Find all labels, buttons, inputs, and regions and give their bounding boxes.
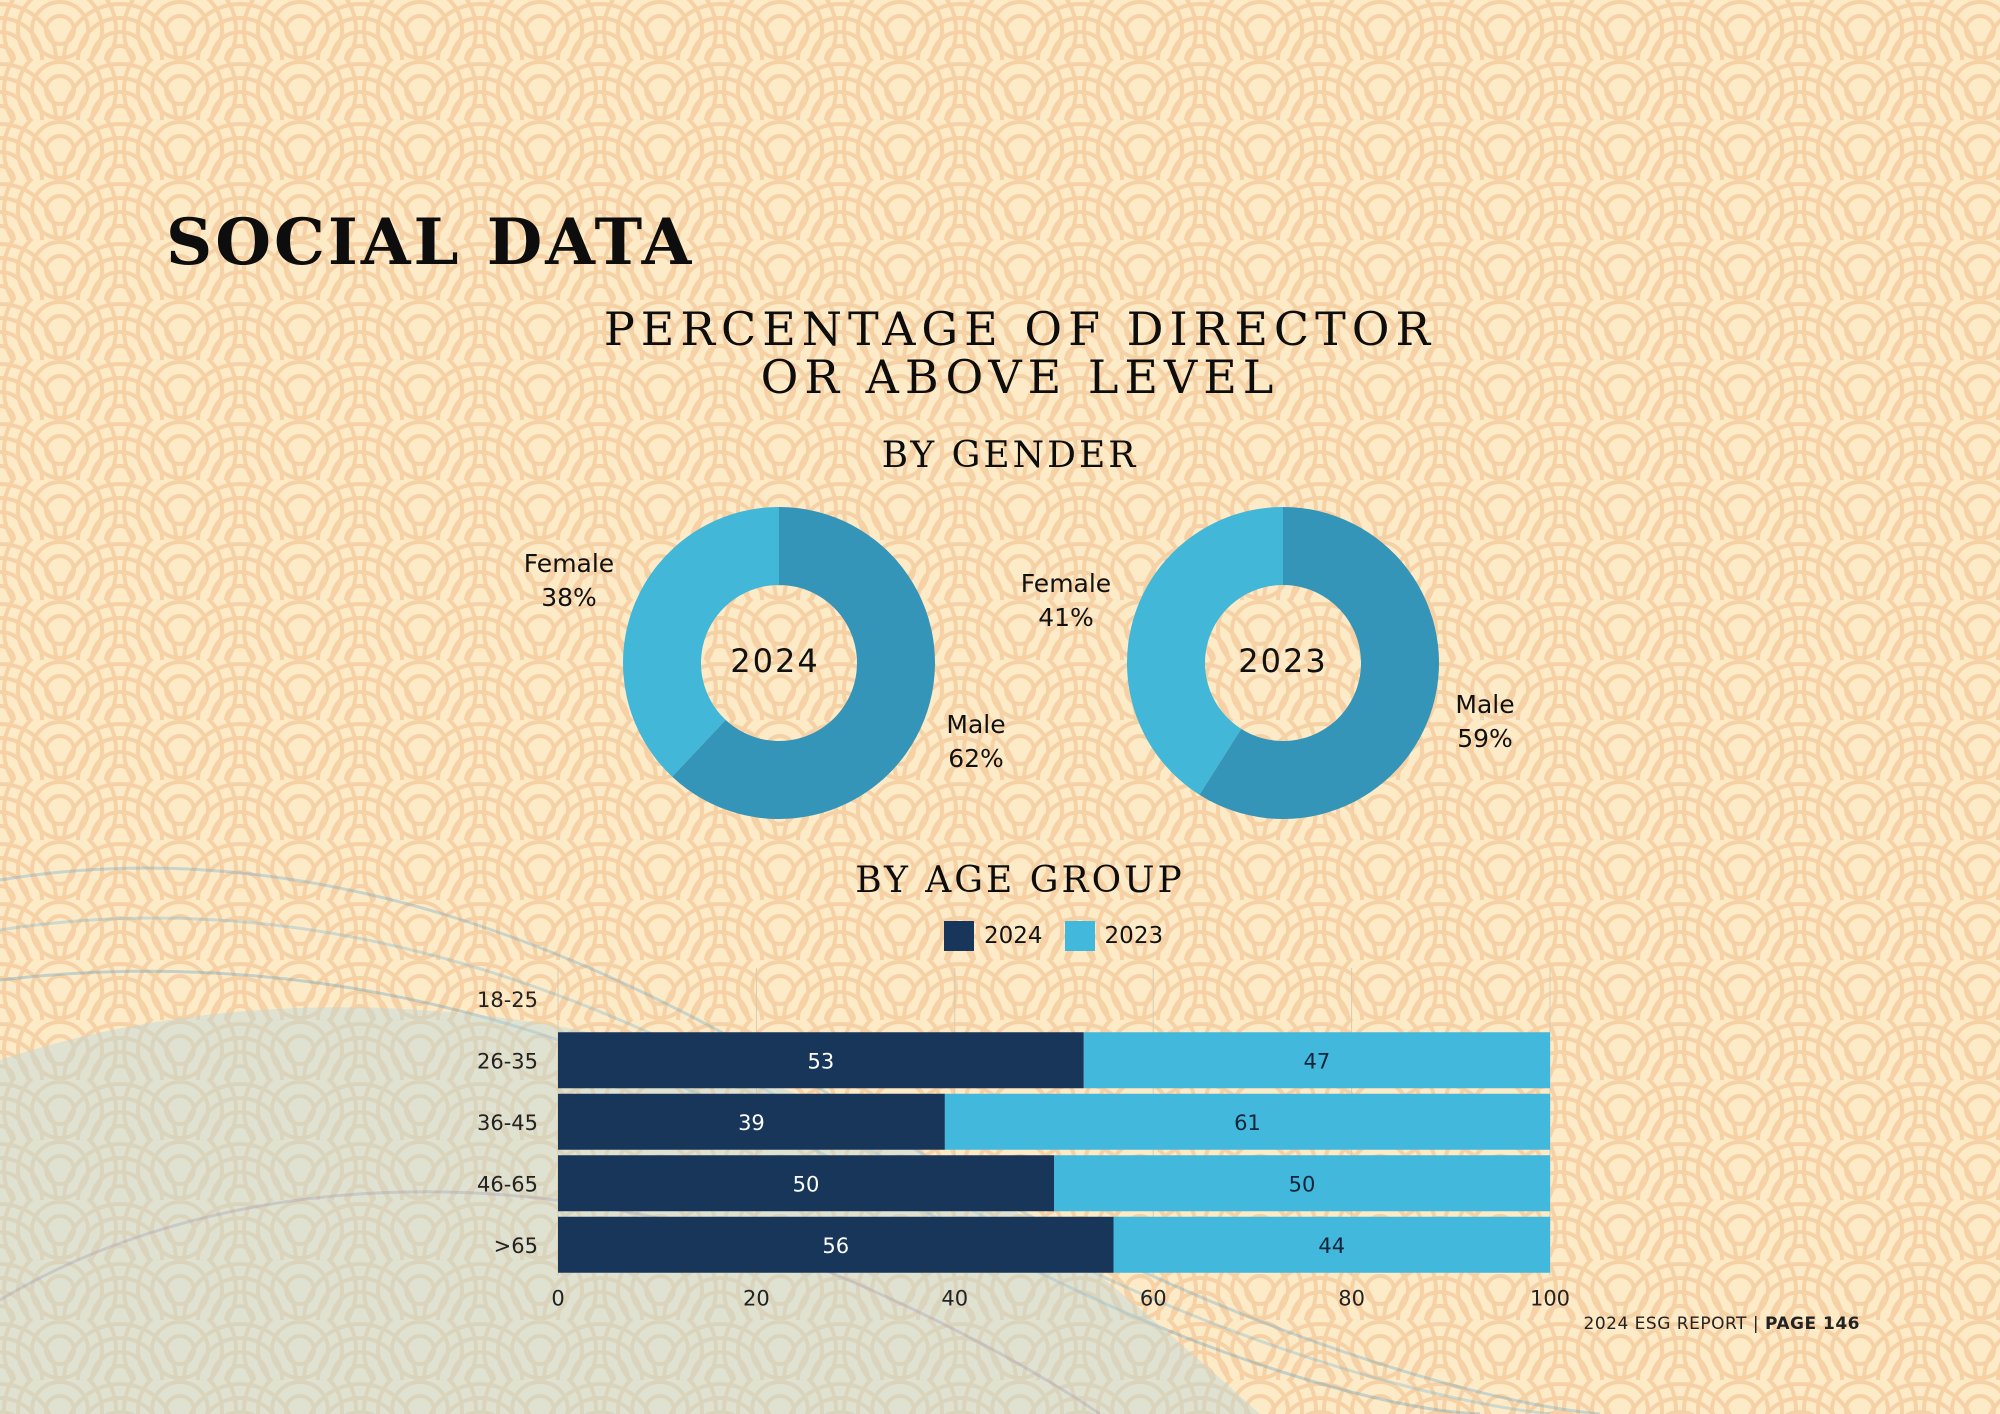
- main-title-line-2: OR ABOVE LEVEL: [760, 350, 1280, 404]
- bar-2024-26-35: [558, 1032, 1084, 1089]
- bar-2023->65: [1113, 1216, 1550, 1273]
- donut-slice-female-2024: [623, 507, 779, 777]
- label-value: 59%: [1457, 724, 1513, 753]
- age-group-subtitle: BY AGE GROUP: [855, 860, 1185, 901]
- label-name: Female: [1020, 569, 1112, 598]
- age-group-bar-chart: 0 20 40 60 80 100 18-25 26-35 53 47 36-45 39 61 46-65…: [477, 968, 1570, 1311]
- footer-page-number: PAGE 146: [1764, 1314, 1860, 1334]
- bar-data-label: 47: [1304, 1049, 1331, 1073]
- donut-label-female-2024: Female 38%: [489, 547, 649, 615]
- donut-center-year-2023: 2023: [1238, 642, 1328, 680]
- donut-label-male-2024: Male 62%: [896, 708, 1056, 776]
- bar-data-label: 50: [793, 1172, 820, 1196]
- chart-main-title: PERCENTAGE OF DIRECTOR OR ABOVE LEVEL: [560, 305, 1480, 401]
- label-name: Male: [946, 710, 1006, 739]
- label-value: 62%: [948, 744, 1004, 773]
- donut-slice-male-2023: [1199, 507, 1439, 819]
- label-value: 41%: [1038, 603, 1094, 632]
- footer-report: 2024 ESG REPORT |: [1583, 1314, 1765, 1334]
- bar-2024->65: [558, 1216, 1114, 1273]
- bar-data-label: 50: [1289, 1172, 1316, 1196]
- x-tick-label: 40: [941, 1287, 968, 1311]
- x-tick-label: 100: [1530, 1287, 1570, 1311]
- bar-data-label: 44: [1318, 1234, 1345, 1258]
- x-tick-label: 20: [743, 1287, 770, 1311]
- page-title: SOCIAL DATA: [166, 205, 695, 280]
- legend-swatch-2024: [944, 921, 974, 951]
- x-tick-label: 80: [1338, 1287, 1365, 1311]
- bar-2024-46-65: [558, 1155, 1054, 1212]
- donut-slice-male-2024: [672, 507, 935, 819]
- main-title-line-1: PERCENTAGE OF DIRECTOR: [603, 302, 1437, 356]
- label-name: Male: [1455, 690, 1515, 719]
- x-tick-label: 60: [1140, 1287, 1167, 1311]
- legend-label-2024: 2024: [984, 923, 1043, 949]
- donut-slice-female-2023: [1127, 507, 1283, 795]
- y-category-label: 46-65: [477, 1172, 538, 1196]
- legend-swatch-2023: [1064, 921, 1095, 951]
- x-tick-label: 0: [551, 1287, 564, 1311]
- label-name: Female: [523, 549, 615, 578]
- bar-legend: 2024 2023: [944, 920, 1163, 952]
- bar-data-label: 39: [738, 1111, 765, 1135]
- page-footer: 2024 ESG REPORT | PAGE 146: [1584, 1314, 1861, 1334]
- donut-chart-2024: [623, 507, 935, 819]
- bar-2023-26-35: [1083, 1032, 1550, 1089]
- bar-2023-36-45: [944, 1093, 1550, 1150]
- y-category-label: 26-35: [477, 1049, 538, 1073]
- donut-chart-2023: [1127, 507, 1439, 819]
- y-category-label: 36-45: [477, 1111, 538, 1135]
- bar-2023-46-65: [1054, 1155, 1550, 1212]
- label-value: 38%: [541, 583, 597, 612]
- bar-2024-36-45: [558, 1093, 945, 1150]
- donut-label-male-2023: Male 59%: [1405, 688, 1565, 756]
- y-category-label: >65: [494, 1234, 538, 1258]
- bar-data-label: 56: [822, 1234, 849, 1258]
- legend-item-2024: 2024: [944, 921, 1043, 951]
- gender-subtitle: BY GENDER: [881, 435, 1139, 476]
- legend-item-2023: 2023: [1064, 921, 1164, 951]
- bar-data-label: 61: [1234, 1111, 1261, 1135]
- y-category-label: 18-25: [477, 988, 538, 1012]
- donut-label-female-2023: Female 41%: [986, 567, 1146, 635]
- legend-label-2023: 2023: [1104, 923, 1164, 949]
- donut-center-year-2024: 2024: [730, 642, 820, 680]
- bar-data-label: 53: [808, 1049, 835, 1073]
